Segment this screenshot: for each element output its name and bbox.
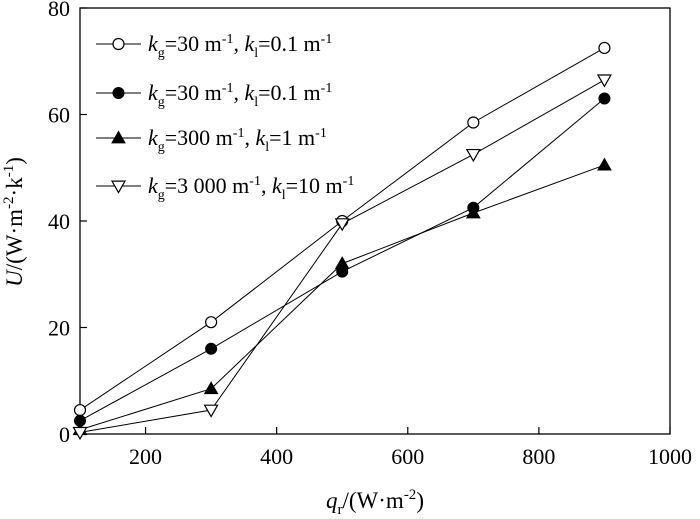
legend-label: kg=3 000 m-1, kl=10 m-1 [148, 173, 354, 203]
data-point [467, 116, 480, 129]
data-point [596, 74, 612, 88]
legend-marker [110, 180, 127, 194]
x-tick-label: 600 [391, 444, 424, 469]
legend-marker [112, 87, 125, 99]
legend-label: kg=30 m-1, kl=0.1 m-1 [148, 31, 332, 61]
data-point [598, 41, 611, 55]
x-tick-label: 1000 [648, 444, 692, 469]
y-tick-label: 80 [48, 0, 70, 21]
data-point [597, 157, 612, 171]
x-tick-label: 800 [522, 444, 555, 469]
legend-entry-2: kg=30 m-1, kl=0.1 m-1 [96, 80, 332, 110]
y-axis-label: U/(W·m-2·k-1) [1, 157, 27, 287]
data-point [598, 92, 611, 105]
data-point [465, 205, 481, 219]
legend-marker [112, 37, 125, 51]
plot-frame [79, 7, 671, 435]
data-point [205, 316, 218, 329]
legend-entry-3: kg=300 m-1, kl=1 m-1 [96, 125, 327, 155]
data-point [203, 381, 219, 395]
y-tick-label: 40 [48, 209, 70, 234]
legend-marker [111, 130, 126, 144]
series-4 [72, 74, 612, 441]
x-tick-label: 400 [260, 444, 293, 469]
legend-entry-4: kg=3 000 m-1, kl=10 m-1 [96, 173, 354, 203]
data-point [72, 426, 88, 441]
x-axis-label: qr/(W·m-2) [326, 487, 424, 518]
legend-label: kg=300 m-1, kl=1 m-1 [148, 125, 327, 155]
y-tick-label: 20 [48, 316, 70, 341]
series-3 [72, 157, 612, 436]
legend-label: kg=30 m-1, kl=0.1 m-1 [148, 80, 332, 110]
y-tick-label: 60 [48, 103, 70, 128]
data-point [334, 256, 350, 269]
data-point [73, 403, 87, 417]
data-point [334, 218, 350, 232]
data-point [203, 404, 219, 418]
legend-entry-1: kg=30 m-1, kl=0.1 m-1 [96, 31, 332, 61]
data-point [205, 342, 218, 355]
series-line [79, 164, 605, 431]
data-point [465, 148, 481, 163]
y-tick-label: 0 [59, 422, 70, 447]
x-tick-label: 200 [129, 444, 162, 469]
